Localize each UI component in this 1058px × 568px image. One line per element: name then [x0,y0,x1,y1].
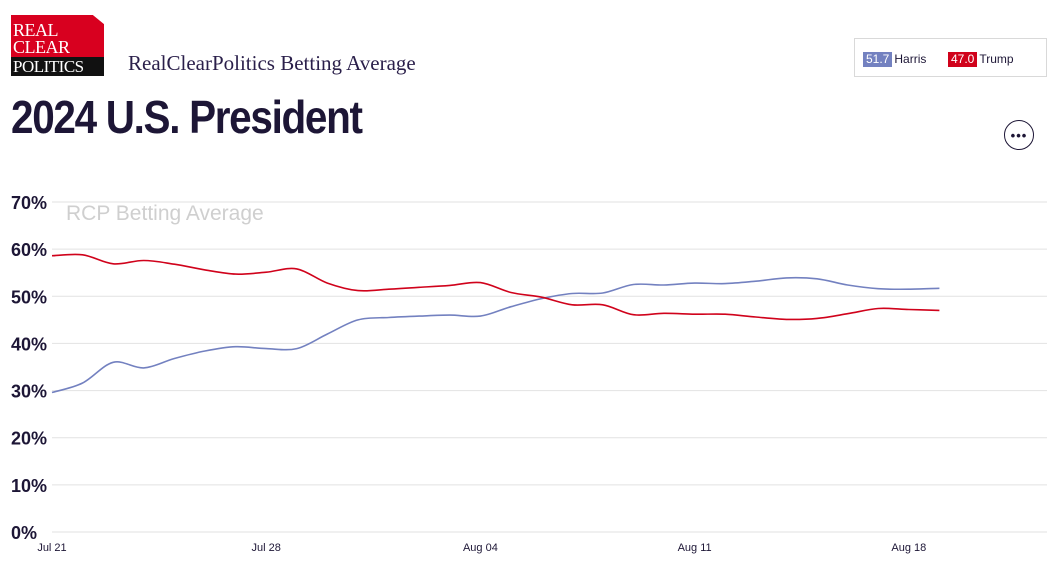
y-tick-label: 10% [11,476,47,496]
logo-text-line-2: CLEAR [13,37,70,57]
series-line-harris [51,276,940,394]
y-tick-label: 60% [11,240,47,260]
page-subtitle: RealClearPolitics Betting Average [128,51,416,75]
ellipsis-icon: ••• [1010,127,1028,143]
logo-bottom-band [11,57,104,76]
y-tick-label: 20% [11,429,47,449]
x-tick-label: Jul 21 [37,542,66,554]
x-tick-label: Aug 18 [891,542,926,554]
series-line-trump [51,253,940,321]
chart-watermark: RCP Betting Average [66,202,264,225]
legend-label-trump: Trump [979,52,1014,66]
x-tick-label: Aug 11 [678,542,712,554]
x-tick-label: Aug 04 [463,542,498,554]
y-tick-label: 0% [11,523,37,543]
legend-item-harris[interactable]: 51.7 Harris [863,52,926,67]
page-title: 2024 U.S. President [11,91,363,143]
chart-legend: 51.7 Harris 47.0 Trump [854,38,1047,77]
y-tick-label: 40% [11,334,47,354]
legend-value-harris: 51.7 [863,52,893,67]
logo-text-line-3: POLITICS [13,57,84,76]
y-tick-label: 50% [11,287,47,307]
y-tick-label: 70% [11,193,47,213]
legend-value-trump: 47.0 [948,52,978,67]
more-options-button[interactable]: ••• [1004,120,1034,150]
x-tick-label: Jul 28 [252,542,281,554]
logo-text-line-1: REAL [13,20,59,40]
y-tick-label: 30% [11,382,47,402]
legend-item-trump[interactable]: 47.0 Trump [948,52,1014,67]
legend-label-harris: Harris [894,52,927,66]
rcp-logo[interactable]: REAL CLEAR POLITICS [11,15,104,76]
